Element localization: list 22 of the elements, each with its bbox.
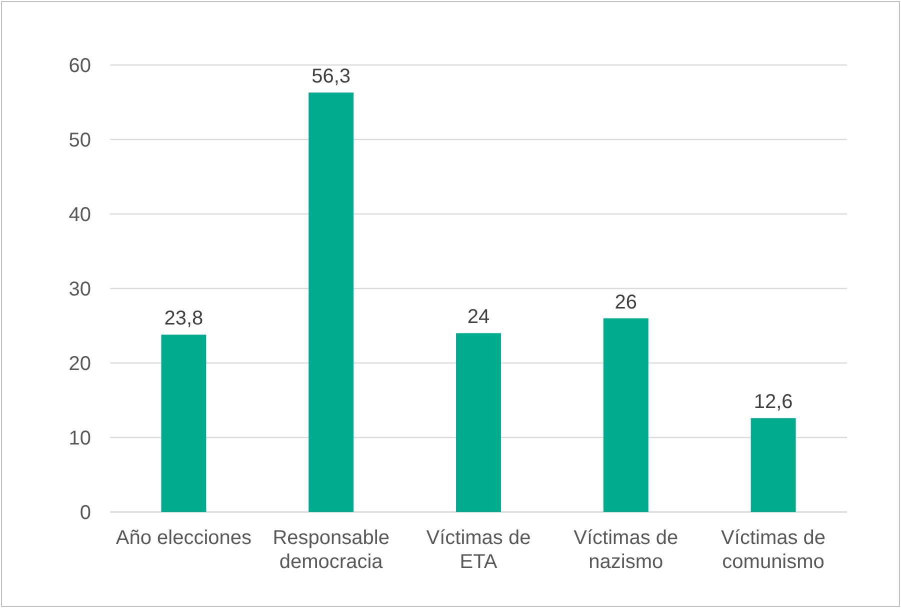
bar: [750, 418, 796, 512]
bar: [456, 333, 501, 512]
data-label: 56,3: [312, 66, 351, 88]
y-tick-label: 40: [68, 204, 91, 226]
x-tick-label: Año elecciones: [116, 527, 252, 549]
x-tick-label: Víctimas de ETA: [426, 527, 531, 573]
bar: [308, 92, 354, 512]
y-tick-label: 60: [68, 55, 91, 77]
bar: [161, 334, 206, 512]
bar: [603, 318, 648, 512]
x-tick-label: Víctimas de nazismo: [574, 527, 678, 573]
y-tick-label: 30: [68, 278, 91, 300]
data-label: 23,8: [164, 308, 204, 330]
data-label: 26: [614, 291, 638, 314]
data-label: 24: [467, 306, 490, 328]
x-tick-label: Víctimas de comunismo: [721, 527, 826, 573]
data-label: 12,6: [754, 391, 793, 414]
x-tick-label: Responsable democracia: [272, 527, 390, 573]
y-tick-label: 10: [68, 428, 91, 450]
y-tick-label: 20: [68, 353, 91, 375]
y-tick-label: 50: [68, 130, 91, 152]
y-tick-label: 0: [80, 502, 91, 524]
